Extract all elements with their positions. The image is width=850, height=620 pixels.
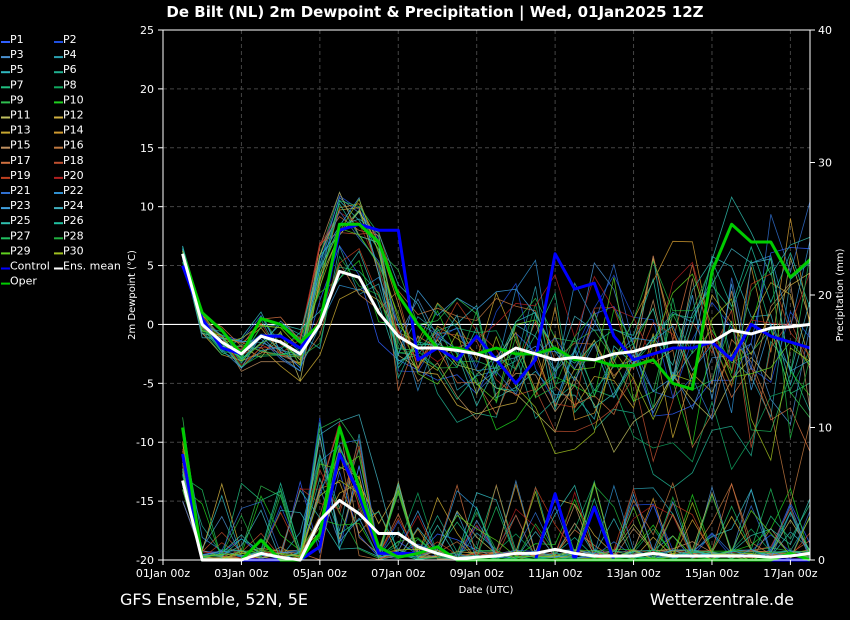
y2-axis-ticks: 0 10 20 30 40 (810, 24, 832, 567)
x-axis-ticks: 01Jan 00z 03Jan 00z 05Jan 00z 07Jan 00z 09Ja… (136, 560, 818, 580)
y2-tick-label: 10 (818, 422, 832, 435)
ensemble-member-dewpoint-line (182, 250, 811, 505)
ensemble-member-dewpoint-line (182, 191, 811, 421)
oper-dewpoint-line (181, 222, 812, 391)
ensemble-member-precip-line (182, 436, 811, 561)
legend-entry: P22 (63, 184, 84, 197)
legend-entry: P12 (63, 109, 84, 122)
y-tick-label: -15 (136, 495, 154, 508)
legend-entry: P10 (63, 93, 84, 106)
y-tick-label: -20 (136, 554, 154, 567)
ensemble-member-dewpoint-line (182, 199, 811, 432)
legend-entry: P24 (63, 199, 84, 212)
legend-entry: P9 (10, 93, 24, 106)
ensemble-member-dewpoint-line (182, 240, 811, 414)
x-tick-label: 07Jan 00z (371, 567, 425, 580)
y-tick-label: 15 (140, 142, 154, 155)
legend-entry: P2 (63, 33, 77, 46)
x-tick-label: 09Jan 00z (450, 567, 504, 580)
legend-entry: P17 (10, 154, 31, 167)
y2-tick-label: 40 (818, 24, 832, 37)
x-tick-label: 17Jan 00z (763, 567, 817, 580)
x-tick-label: 05Jan 00z (293, 567, 347, 580)
ensemble-member-dewpoint-line (182, 254, 811, 439)
footer-model: GFS Ensemble, 52N, 5E (120, 590, 308, 609)
legend-entry: P15 (10, 139, 31, 152)
x-axis-label: Date (UTC) (459, 585, 514, 596)
ensemble-member-dewpoint-line (182, 201, 811, 421)
legend: P1 P2 P3 P4 P5 P6 P7 P8 P9 P10 P11 P12 P13 P14 P15 P16 P… (1, 33, 121, 288)
y2-tick-label: 30 (818, 157, 832, 170)
y-tick-label: 0 (147, 318, 154, 331)
x-tick-label: 13Jan 00z (606, 567, 660, 580)
x-tick-label: 15Jan 00z (685, 567, 739, 580)
grid (163, 30, 810, 560)
y-tick-label: 25 (140, 24, 154, 37)
y-tick-label: 10 (140, 201, 154, 214)
y-tick-label: -5 (143, 377, 154, 390)
y-axis-ticks: -20 -15 -10 -5 0 5 10 15 20 25 (136, 24, 163, 567)
ensemble-member-dewpoint-line (182, 200, 811, 420)
legend-entry: Oper (10, 275, 37, 288)
legend-entry: P3 (10, 48, 24, 61)
ensemble-member-precip-line (182, 444, 811, 561)
ensemble-member-precip-line (182, 457, 811, 561)
x-tick-label: 03Jan 00z (214, 567, 268, 580)
legend-entry: Ens. mean (63, 260, 121, 273)
legend-entry: P6 (63, 63, 77, 76)
chart-title: De Bilt (NL) 2m Dewpoint & Precipitation… (166, 3, 703, 22)
ensemble-lines (182, 191, 811, 561)
ensemble-member-precip-line (182, 487, 811, 560)
ensemble-member-dewpoint-line (182, 198, 811, 462)
legend-entry: P11 (10, 109, 31, 122)
legend-entry: P18 (63, 154, 84, 167)
legend-entry: P5 (10, 63, 24, 76)
legend-entry: P8 (63, 78, 77, 91)
ensemble-member-precip-line (182, 428, 811, 560)
legend-entry: P21 (10, 184, 31, 197)
legend-entry: P25 (10, 214, 31, 227)
plot-frame (162, 29, 811, 561)
legend-entry: P13 (10, 124, 31, 137)
legend-entry: Control (10, 260, 50, 273)
legend-entry: P20 (63, 169, 84, 182)
legend-entry: P28 (63, 229, 84, 242)
legend-entry: P29 (10, 244, 31, 257)
y-axis-label: 2m Dewpoint (°C) (127, 250, 138, 340)
y-tick-label: 20 (140, 83, 154, 96)
ensemble-member-dewpoint-line (182, 253, 811, 438)
ens-mean-precip-line (181, 480, 811, 562)
ens-mean-dewpoint-line (181, 253, 811, 362)
legend-entry: P27 (10, 229, 31, 242)
x-tick-label: 01Jan 00z (136, 567, 190, 580)
x-tick-label: 11Jan 00z (528, 567, 582, 580)
y2-tick-label: 20 (818, 289, 832, 302)
legend-entry: P30 (63, 244, 84, 257)
legend-entry: P26 (63, 214, 84, 227)
legend-entry: P14 (63, 124, 84, 137)
legend-entry: P7 (10, 78, 24, 91)
y-tick-label: -10 (136, 436, 154, 449)
y2-tick-label: 0 (818, 554, 825, 567)
legend-entry: P16 (63, 139, 84, 152)
ensemble-member-dewpoint-line (182, 218, 811, 386)
ensemble-member-dewpoint-line (182, 196, 811, 412)
ensemble-member-dewpoint-line (182, 216, 811, 452)
y-tick-label: 5 (147, 260, 154, 273)
legend-entry: P19 (10, 169, 31, 182)
legend-entry: P1 (10, 33, 24, 46)
y2-axis-label: Precipitation (mm) (835, 248, 846, 341)
legend-entry: P23 (10, 199, 31, 212)
footer-source: Wetterzentrale.de (650, 590, 794, 609)
ensemble-member-dewpoint-line (182, 196, 811, 400)
ensemble-member-dewpoint-line (182, 191, 811, 471)
legend-entry: P4 (63, 48, 77, 61)
